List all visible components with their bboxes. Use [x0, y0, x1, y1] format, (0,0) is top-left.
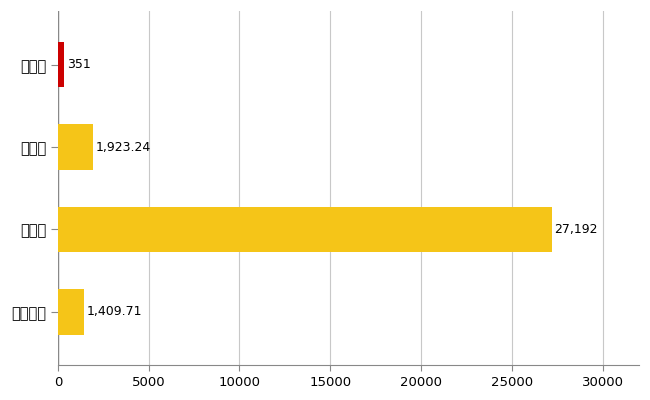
Bar — [58, 289, 83, 334]
Text: 1,409.71: 1,409.71 — [86, 306, 142, 318]
Text: 1,923.24: 1,923.24 — [96, 140, 151, 154]
Bar — [58, 42, 64, 87]
Text: 351: 351 — [67, 58, 91, 71]
Bar — [58, 124, 93, 170]
Text: 27,192: 27,192 — [554, 223, 598, 236]
Bar — [58, 207, 552, 252]
